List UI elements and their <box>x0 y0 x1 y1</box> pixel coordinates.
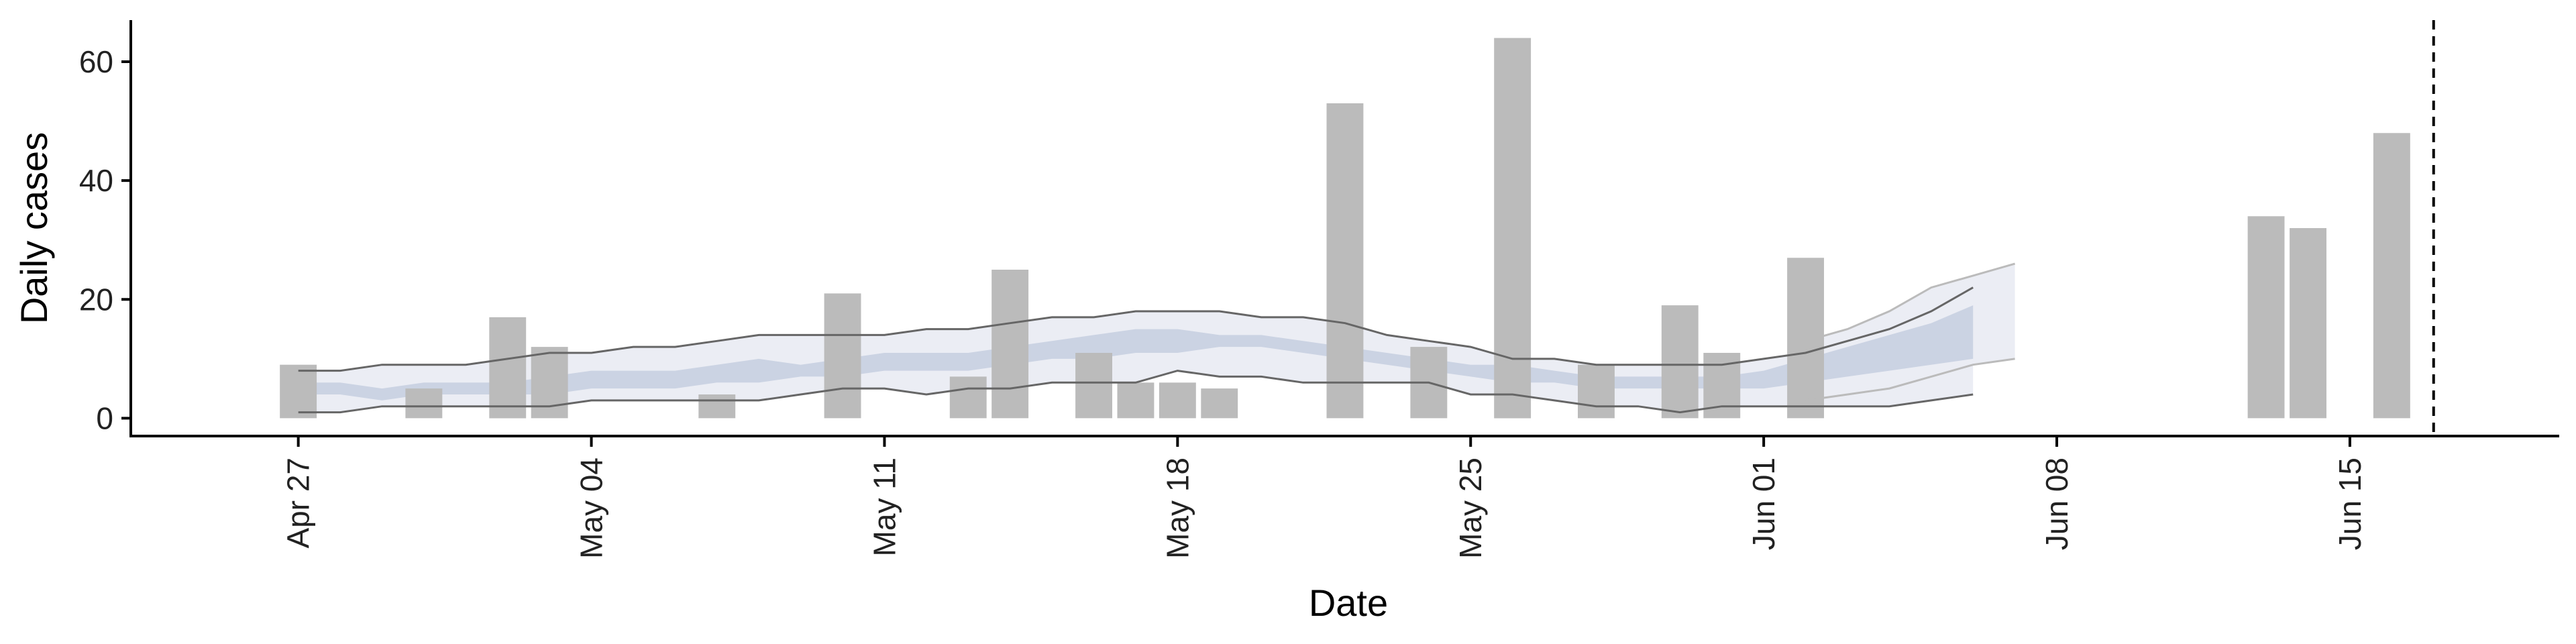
x-tick-label-2020-04-27: Apr 27 <box>281 458 316 549</box>
bar-2020-04-30 <box>405 388 443 419</box>
y-tick-label-40: 40 <box>79 163 113 198</box>
y-axis-title: Daily cases <box>13 132 55 324</box>
ribbon-50-interval <box>298 305 1974 400</box>
bar-2020-05-03 <box>531 347 568 419</box>
upper-interval-line <box>298 286 1974 372</box>
bar-2020-06-16 <box>2373 133 2410 419</box>
bar-2020-05-07 <box>698 394 736 419</box>
bar-2020-05-02 <box>489 317 527 419</box>
bar-2020-05-16 <box>1075 353 1112 419</box>
x-tick-labels: Apr 27 May 04 May 11 May 18 May 25 Jun 01 Jun … <box>281 458 2367 559</box>
y-tick-label-0: 0 <box>96 400 113 435</box>
x-tick-label-2020-06-01: Jun 01 <box>1746 458 1781 550</box>
bar-2020-05-10 <box>824 293 861 419</box>
bar-2020-05-17 <box>1117 382 1155 419</box>
bar-2020-05-19 <box>1201 388 1238 419</box>
y-tick-label-20: 20 <box>79 282 113 317</box>
projection-upper-line <box>1805 262 2016 342</box>
bar-2020-06-13 <box>2247 216 2285 419</box>
ribbon-layer <box>298 264 2015 413</box>
x-axis-title: Date <box>1309 582 1388 624</box>
bar-2020-04-27 <box>280 364 317 419</box>
y-tick-label-60: 60 <box>79 44 113 79</box>
bar-2020-05-18 <box>1159 382 1196 419</box>
y-tick-labels: 0 20 40 60 <box>79 44 113 435</box>
bars-layer <box>280 38 2410 419</box>
bar-2020-05-13 <box>949 376 987 419</box>
x-tick-label-2020-05-25: May 25 <box>1453 458 1488 559</box>
bar-2020-05-26 <box>1494 38 1532 419</box>
bar-2020-05-14 <box>991 270 1029 419</box>
projection-lower-line <box>1805 358 2015 402</box>
x-tick-label-2020-05-18: May 18 <box>1160 458 1195 559</box>
lower-interval-line <box>298 370 1974 414</box>
axes-layer <box>121 20 2559 447</box>
x-tick-label-2020-06-08: Jun 08 <box>2039 458 2074 550</box>
interval-lines-layer <box>298 262 2016 414</box>
bar-2020-05-22 <box>1326 103 1364 419</box>
x-tick-label-2020-05-11: May 11 <box>867 458 902 556</box>
x-tick-label-2020-06-15: Jun 15 <box>2332 458 2367 550</box>
x-tick-label-2020-05-04: May 04 <box>574 458 609 559</box>
bar-2020-06-14 <box>2290 228 2326 419</box>
bar-2020-05-28 <box>1578 364 1615 419</box>
bar-2020-05-30 <box>1661 305 1699 419</box>
